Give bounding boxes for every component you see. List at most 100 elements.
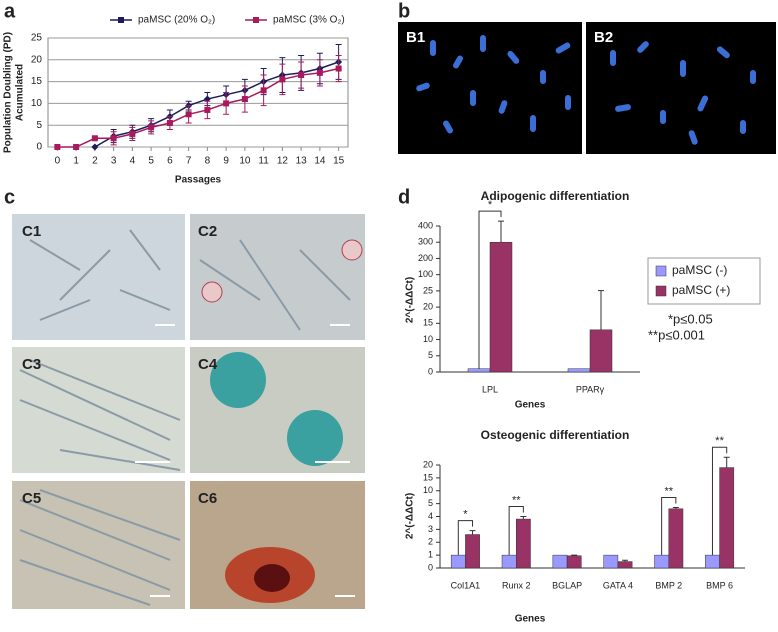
micrograph [398, 22, 582, 154]
chart-title: Adipogenic differentiation [481, 189, 630, 203]
significance-bracket [478, 210, 502, 369]
y-tick-label: 0 [428, 366, 433, 376]
y-tick-label: 200 [418, 253, 433, 263]
x-tick-label: 6 [167, 156, 173, 167]
marker [316, 69, 323, 76]
lipid-droplet [341, 239, 363, 261]
y-tick-label: 1 [428, 550, 433, 560]
series-line [57, 67, 339, 148]
marker [129, 130, 136, 137]
x-tick-label: 13 [296, 156, 308, 167]
error-bar [622, 559, 629, 562]
significance-label: * [463, 509, 468, 521]
error-bar [571, 554, 578, 556]
panel-label: b [398, 0, 410, 22]
x-tick-label: 11 [258, 156, 269, 167]
error-bar [672, 506, 679, 509]
y-tick-label: 5 [428, 350, 433, 360]
bar [465, 534, 480, 569]
x-tick-label: BGLAP [552, 580, 582, 590]
bar [566, 555, 582, 569]
marker [91, 143, 99, 151]
y-tick-label: 15 [423, 318, 433, 328]
alizarin-nodule [254, 564, 290, 592]
image-label: C5 [22, 490, 41, 507]
image-label: C4 [198, 356, 218, 373]
chromosomes [416, 35, 756, 145]
lipid-droplet [201, 281, 223, 303]
y-tick-label: 0 [36, 142, 42, 153]
x-tick-label: 9 [223, 156, 229, 167]
marker [166, 120, 173, 127]
bar [705, 554, 720, 569]
image-label: C1 [22, 223, 41, 240]
image-label: C2 [198, 223, 217, 240]
x-tick-label: 2 [92, 156, 98, 167]
significance-label: ** [664, 485, 673, 497]
y-tick-label: 15 [423, 472, 433, 482]
bar [516, 518, 531, 569]
bar [603, 554, 619, 569]
significance-bracket [457, 520, 474, 556]
error-bar [723, 456, 730, 468]
x-tick-label: PPARγ [576, 384, 605, 394]
marker [185, 111, 192, 118]
x-tick-label: Col1A1 [451, 580, 481, 590]
x-tick-label: 12 [277, 156, 289, 167]
significance-bracket [661, 496, 677, 556]
marker [54, 144, 61, 150]
legend-label: paMSC (+) [672, 283, 730, 297]
panel-label: c [4, 186, 15, 208]
y-tick-label: 20 [423, 459, 433, 469]
x-tick-label: 14 [314, 156, 326, 167]
chart-title: Osteogenic differentiation [481, 428, 630, 442]
y-tick-label: 25 [423, 285, 433, 295]
image-label: C3 [22, 356, 41, 373]
x-tick-label: LPL [482, 384, 498, 394]
bar [617, 561, 633, 569]
significance-label: ** [512, 494, 521, 506]
image-label: C6 [198, 490, 217, 507]
y-tick-label: 3 [428, 524, 433, 534]
annotation: *p≤0.05 [668, 311, 713, 326]
y-axis-label: 2^(-ΔΔCt) [405, 493, 416, 539]
cells [19, 229, 351, 606]
significance-bracket [508, 506, 524, 556]
marker [73, 144, 80, 150]
legend-label: paMSC (-) [672, 263, 727, 277]
marker [91, 135, 98, 142]
marker [279, 76, 286, 83]
y-axis-label: 2^(-ΔΔCt) [405, 277, 416, 323]
alcian-nodule [210, 352, 266, 408]
marker [110, 135, 117, 142]
y-tick-label: 2 [428, 537, 433, 547]
y-tick-label: 10 [423, 334, 433, 344]
bar [450, 554, 466, 569]
x-tick-label: 5 [148, 156, 154, 167]
marker [204, 106, 211, 113]
x-axis-label: Passages [175, 175, 222, 186]
error-bar [469, 530, 476, 535]
panel-label: a [4, 0, 16, 22]
y-tick-label: 100 [418, 269, 433, 279]
y-tick-label: 15 [31, 76, 43, 87]
marker [223, 100, 230, 107]
legend-marker [253, 17, 259, 23]
x-tick-label: 1 [73, 156, 79, 167]
legend-marker [118, 17, 124, 23]
bar [668, 508, 684, 569]
annotation: **p≤0.001 [648, 327, 705, 342]
significance-bracket [711, 446, 728, 556]
marker [335, 65, 342, 72]
alcian-nodule [287, 410, 343, 466]
y-axis-label: Population Doubling (PD) [3, 32, 14, 153]
legend-label: paMSC (20% O₂) [138, 15, 215, 26]
x-tick-label: 8 [205, 156, 211, 167]
bar [654, 554, 669, 569]
plot-area [47, 37, 349, 148]
y-tick-label: 25 [31, 33, 43, 44]
error-bar [520, 516, 527, 520]
micrograph [190, 214, 365, 340]
legend-swatch [655, 285, 667, 297]
